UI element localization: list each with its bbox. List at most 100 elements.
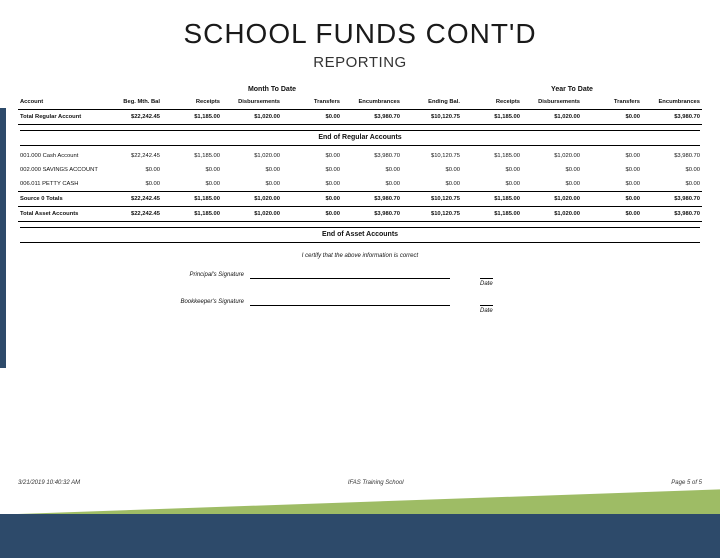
cell: 006.011 PETTY CASH	[18, 177, 102, 192]
cell: $0.00	[282, 109, 342, 124]
cell: Source 0 Totals	[18, 192, 102, 207]
row-savings: 002.000 SAVINGS ACCOUNT $0.00 $0.00 $0.0…	[18, 163, 702, 177]
cell: $0.00	[162, 177, 222, 192]
col-beg: Beg. Mth. Bal	[102, 95, 162, 110]
cell: $0.00	[402, 163, 462, 177]
cell: 002.000 SAVINGS ACCOUNT	[18, 163, 102, 177]
cell: $1,185.00	[462, 149, 522, 163]
cell: $3,980.70	[342, 207, 402, 222]
cell: 001.000 Cash Account	[18, 149, 102, 163]
cell: $0.00	[102, 163, 162, 177]
funds-table: Account Beg. Mth. Bal Receipts Disbursem…	[18, 95, 702, 246]
cell: $10,120.75	[402, 109, 462, 124]
cell: $1,020.00	[222, 109, 282, 124]
page-footer: 3/21/2019 10:40:32 AM IFAS Training Scho…	[18, 480, 702, 486]
slide-subtitle: REPORTING	[0, 54, 720, 71]
col-enc2: Encumbrances	[642, 95, 702, 110]
cell: $10,120.75	[402, 149, 462, 163]
footer-school: IFAS Training School	[348, 480, 404, 486]
row-petty: 006.011 PETTY CASH $0.00 $0.00 $0.00 $0.…	[18, 177, 702, 192]
cell: $0.00	[582, 192, 642, 207]
signature-block: Principal's Signature Date Bookkeeper's …	[100, 271, 620, 316]
cell: $1,020.00	[522, 207, 582, 222]
cell: $0.00	[462, 177, 522, 192]
cell: $0.00	[582, 163, 642, 177]
cell: $1,020.00	[522, 109, 582, 124]
report-table-container: Month To Date Year To Date Account Beg. …	[18, 85, 702, 315]
cell: $0.00	[522, 163, 582, 177]
row-source0: Source 0 Totals $22,242.45 $1,185.00 $1,…	[18, 192, 702, 207]
cell: $0.00	[102, 177, 162, 192]
cell: $0.00	[582, 177, 642, 192]
cell: $1,185.00	[462, 109, 522, 124]
section-end-asset: End of Asset Accounts	[20, 227, 700, 243]
cell: $0.00	[282, 192, 342, 207]
col-account: Account	[18, 95, 102, 110]
cell: $3,980.70	[342, 149, 402, 163]
certify-text: I certify that the above information is …	[18, 252, 702, 260]
row-total-regular: Total Regular Account $22,242.45 $1,185.…	[18, 109, 702, 124]
cell: $3,980.70	[642, 192, 702, 207]
cell: $0.00	[462, 163, 522, 177]
table-header-row: Account Beg. Mth. Bal Receipts Disbursem…	[18, 95, 702, 110]
cell: $0.00	[282, 163, 342, 177]
col-end: Ending Bal.	[402, 95, 462, 110]
bookkeeper-date-line	[480, 298, 493, 306]
cell: $0.00	[282, 177, 342, 192]
col-enc: Encumbrances	[342, 95, 402, 110]
bookkeeper-sig-line	[250, 298, 450, 306]
col-disb: Disbursements	[222, 95, 282, 110]
cell: $1,020.00	[222, 192, 282, 207]
cell: $1,020.00	[522, 192, 582, 207]
cell: $0.00	[582, 109, 642, 124]
cell: $22,242.45	[102, 109, 162, 124]
footer-page: Page 5 of 5	[671, 480, 702, 486]
bottom-decoration	[0, 498, 720, 558]
cell: $10,120.75	[402, 207, 462, 222]
cell: $1,185.00	[462, 207, 522, 222]
row-total-asset: Total Asset Accounts $22,242.45 $1,185.0…	[18, 207, 702, 222]
cell: $22,242.45	[102, 207, 162, 222]
col-disb2: Disbursements	[522, 95, 582, 110]
cell: $0.00	[582, 207, 642, 222]
period-mtd-label: Month To Date	[102, 85, 442, 95]
cell: $1,185.00	[162, 192, 222, 207]
cell: $0.00	[222, 163, 282, 177]
cell: $1,020.00	[522, 149, 582, 163]
cell: $0.00	[642, 177, 702, 192]
period-ytd-label: Year To Date	[442, 85, 702, 95]
cell: $22,242.45	[102, 192, 162, 207]
cell: $0.00	[642, 163, 702, 177]
cell: $22,242.45	[102, 149, 162, 163]
cell: $1,185.00	[462, 192, 522, 207]
cell: $0.00	[342, 163, 402, 177]
cell: $0.00	[282, 207, 342, 222]
cell: $1,020.00	[222, 149, 282, 163]
cell: $1,020.00	[222, 207, 282, 222]
cell: $0.00	[342, 177, 402, 192]
cell: Total Asset Accounts	[18, 207, 102, 222]
cell: $0.00	[222, 177, 282, 192]
principal-sig-label: Principal's Signature	[100, 271, 250, 288]
cell: $3,980.70	[342, 192, 402, 207]
date-label: Date	[480, 280, 493, 288]
cell: $0.00	[582, 149, 642, 163]
cell: $3,980.70	[642, 207, 702, 222]
cell: $1,185.00	[162, 207, 222, 222]
cell: $1,185.00	[162, 109, 222, 124]
footer-timestamp: 3/21/2019 10:40:32 AM	[18, 480, 80, 486]
principal-date-line	[480, 271, 493, 279]
date-label: Date	[480, 307, 493, 315]
cell: $10,120.75	[402, 192, 462, 207]
col-trans2: Transfers	[582, 95, 642, 110]
cell: $3,980.70	[342, 109, 402, 124]
cell: $0.00	[162, 163, 222, 177]
slide-title: SCHOOL FUNDS CONT'D	[0, 18, 720, 50]
cell: $3,980.70	[642, 149, 702, 163]
cell: $3,980.70	[642, 109, 702, 124]
cell: $0.00	[402, 177, 462, 192]
section-end-regular: End of Regular Accounts	[20, 130, 700, 146]
col-rec: Receipts	[162, 95, 222, 110]
cell: $0.00	[282, 149, 342, 163]
bookkeeper-sig-label: Bookkeeper's Signature	[100, 298, 250, 315]
